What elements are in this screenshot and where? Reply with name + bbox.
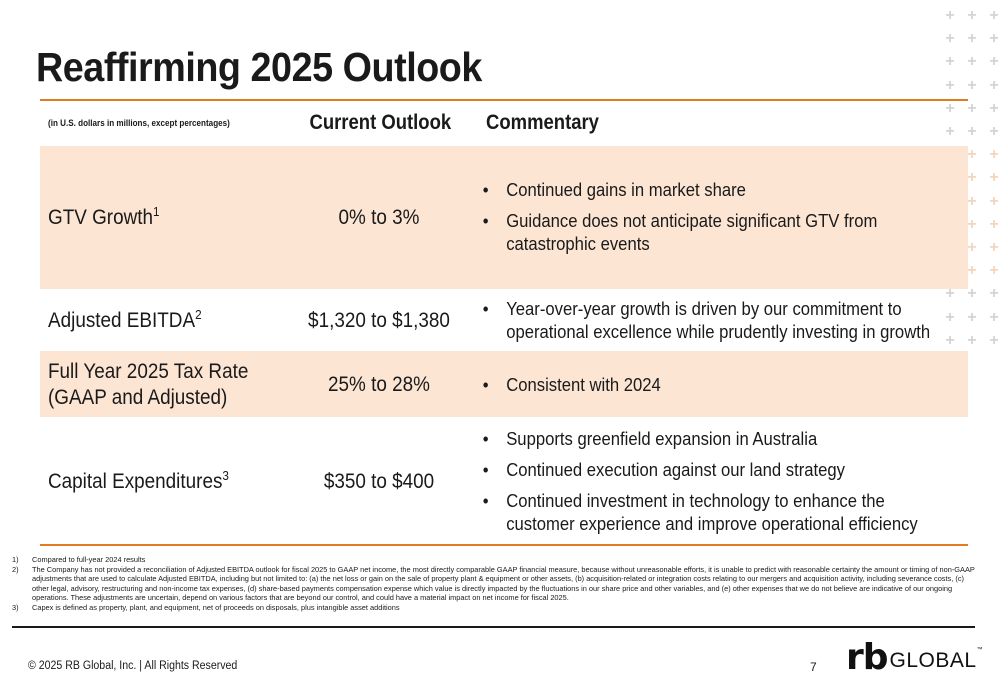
plus-mark: + — [945, 76, 955, 94]
commentary-list: • Consistent with 2024 — [481, 373, 989, 396]
plus-mark: + — [989, 53, 999, 71]
commentary-item: • Year-over-year growth is driven by our … — [482, 298, 931, 342]
header-divider — [40, 99, 968, 101]
plus-mark: + — [989, 331, 999, 349]
footnote: 2) The Company has not provided a reconci… — [12, 564, 975, 603]
plus-mark: + — [989, 169, 999, 187]
row-label-line-1: Full Year 2025 Tax Rate — [48, 360, 249, 383]
footnotes: 1) Compared to full-year 2024 results 2) T… — [12, 555, 977, 613]
page-number: 7 — [810, 660, 817, 674]
row-label: Adjusted EBITDA2 — [48, 307, 202, 332]
plus-mark: + — [945, 123, 955, 140]
plus-mark: + — [945, 53, 955, 71]
plus-mark: + — [945, 331, 955, 349]
page-title: Reaffirming 2025 Outlook — [36, 44, 482, 90]
plus-mark: + — [989, 76, 999, 94]
plus-mark: + — [989, 123, 999, 140]
plus-mark: + — [945, 30, 955, 48]
footer-divider — [12, 626, 975, 628]
row-outlook-value: $1,320 to $1,380 — [308, 309, 450, 332]
plus-mark: + — [967, 123, 977, 140]
plus-mark: + — [945, 285, 955, 303]
commentary-item: • Guidance does not anticipate significan… — [482, 210, 878, 254]
commentary-item: • Continued gains in market share — [482, 179, 746, 200]
plus-mark: + — [989, 285, 999, 303]
commentary-list: • Continued gains in market share • Guidan… — [481, 178, 989, 255]
column-header-commentary: Commentary — [486, 111, 599, 134]
row-label: Capital Expenditures3 — [48, 468, 229, 493]
table-row-gtv-growth: GTV Growth1 0% to 3% • Continued gains in… — [40, 146, 968, 289]
commentary-list: • Year-over-year growth is driven by our … — [481, 297, 989, 343]
plus-mark: + — [967, 285, 977, 303]
plus-mark: + — [945, 308, 955, 326]
table-row-tax-rate: Full Year 2025 Tax Rate (GAAP and Adjust… — [40, 351, 968, 417]
plus-mark: + — [989, 30, 999, 48]
plus-mark: + — [989, 146, 999, 164]
plus-mark: + — [945, 99, 955, 117]
plus-mark: + — [967, 239, 977, 256]
commentary-list: • Supports greenfield expansion in Austra… — [481, 427, 989, 535]
footnote: 1) Compared to full-year 2024 results — [12, 555, 146, 564]
plus-mark: + — [967, 262, 977, 280]
plus-mark: + — [967, 76, 977, 94]
column-header-outlook: Current Outlook — [309, 111, 452, 134]
table-bottom-divider — [40, 544, 968, 546]
plus-mark: + — [967, 146, 977, 164]
plus-mark: + — [967, 99, 977, 117]
plus-mark: + — [989, 308, 999, 326]
footnote: 3) Capex is defined as property, plant, a… — [12, 602, 400, 612]
table-row-adjusted-ebitda: Adjusted EBITDA2 $1,320 to $1,380 • Year-… — [40, 289, 968, 351]
plus-mark: + — [967, 169, 977, 187]
plus-mark: + — [945, 7, 955, 24]
row-outlook-value: 0% to 3% — [338, 206, 420, 229]
commentary-item: • Consistent with 2024 — [482, 374, 661, 395]
rb-global-logo: rbGLOBAL™ — [846, 637, 983, 678]
row-label: GTV Growth1 — [48, 204, 160, 229]
plus-mark: + — [967, 308, 977, 326]
plus-mark: + — [989, 192, 999, 210]
plus-mark: + — [989, 215, 999, 233]
plus-mark: + — [989, 99, 999, 117]
plus-mark: + — [967, 30, 977, 48]
plus-mark: + — [967, 53, 977, 71]
commentary-item: • Continued investment in technology to e… — [482, 490, 918, 534]
plus-mark: + — [989, 262, 999, 280]
copyright-text: © 2025 RB Global, Inc. | All Rights Rese… — [28, 660, 238, 672]
row-outlook-value: $350 to $400 — [323, 470, 435, 493]
plus-mark: + — [967, 215, 977, 233]
table-row-capital-expenditures: Capital Expenditures3 $350 to $400 • Supp… — [40, 417, 968, 544]
plus-mark: + — [989, 239, 999, 256]
plus-mark: + — [967, 7, 977, 24]
row-label-line-2: (GAAP and Adjusted) — [48, 386, 228, 409]
plus-mark: + — [967, 192, 977, 210]
plus-mark: + — [967, 331, 977, 349]
plus-mark: + — [989, 7, 999, 24]
commentary-item: • Supports greenfield expansion in Austra… — [482, 428, 818, 449]
row-outlook-value: 25% to 28% — [328, 373, 430, 396]
commentary-item: • Continued execution against our land st… — [482, 459, 845, 480]
table-header-note: (in U.S. dollars in millions, except per… — [48, 118, 230, 128]
